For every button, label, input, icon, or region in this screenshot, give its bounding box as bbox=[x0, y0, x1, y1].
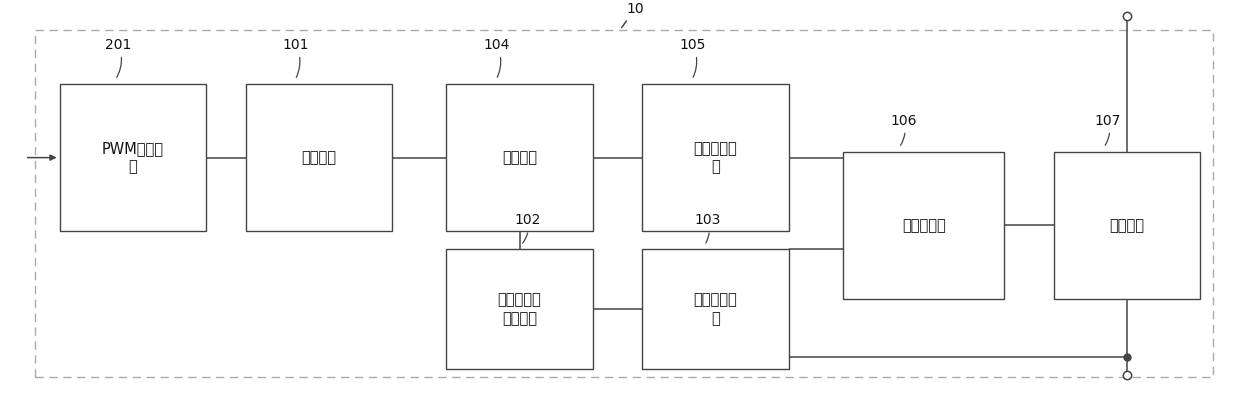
Text: 103: 103 bbox=[694, 213, 720, 243]
Text: 10: 10 bbox=[621, 2, 644, 28]
Text: 107: 107 bbox=[1095, 114, 1121, 145]
Text: 201: 201 bbox=[105, 38, 131, 77]
Bar bbox=[60, 84, 206, 231]
Text: 102: 102 bbox=[515, 213, 541, 243]
Text: 滤波模块: 滤波模块 bbox=[301, 150, 336, 165]
Text: 104: 104 bbox=[484, 38, 510, 77]
Text: 触发器模块: 触发器模块 bbox=[901, 218, 946, 233]
Bar bbox=[246, 84, 392, 231]
Bar bbox=[446, 84, 593, 231]
Bar bbox=[642, 249, 789, 369]
Text: 101: 101 bbox=[283, 38, 309, 77]
Text: 第二比较模
块: 第二比较模 块 bbox=[693, 141, 738, 174]
Bar bbox=[1054, 152, 1200, 299]
Text: 最大值电压
选取模块: 最大值电压 选取模块 bbox=[497, 292, 542, 326]
Bar bbox=[843, 152, 1004, 299]
Text: 第一比较模
块: 第一比较模 块 bbox=[693, 292, 738, 326]
Bar bbox=[642, 84, 789, 231]
Text: 跟随模块: 跟随模块 bbox=[502, 150, 537, 165]
Text: 开关模块: 开关模块 bbox=[1110, 218, 1145, 233]
Bar bbox=[35, 30, 1213, 377]
Text: PWM整流模
块: PWM整流模 块 bbox=[102, 141, 164, 174]
Text: 106: 106 bbox=[890, 114, 916, 145]
Text: 105: 105 bbox=[680, 38, 706, 77]
Bar bbox=[446, 249, 593, 369]
